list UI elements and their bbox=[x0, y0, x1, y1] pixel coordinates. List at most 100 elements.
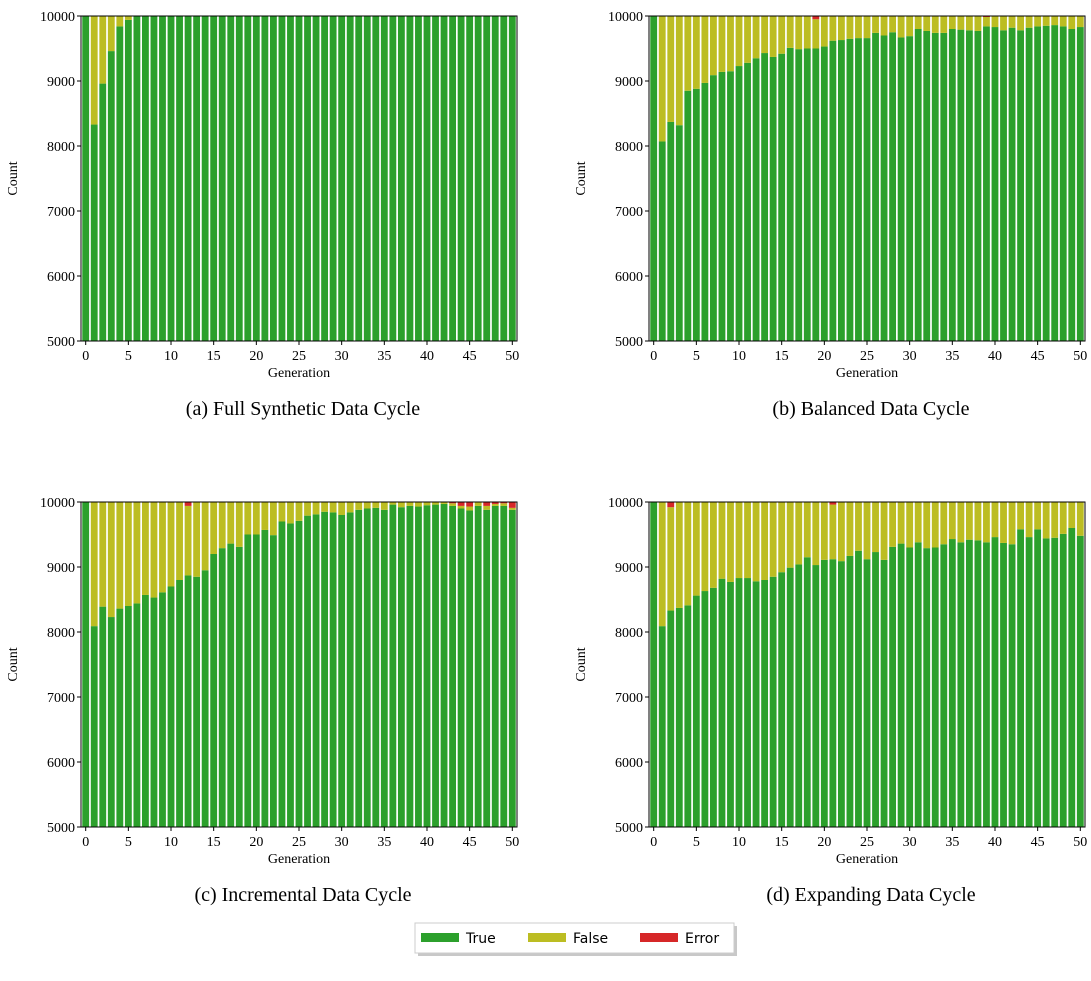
bar-false bbox=[1059, 502, 1067, 534]
bar-false bbox=[500, 503, 508, 506]
bar-false bbox=[107, 502, 115, 618]
x-tick-label: 20 bbox=[817, 349, 831, 364]
bar-error bbox=[829, 502, 837, 505]
x-tick-label: 20 bbox=[249, 349, 263, 364]
bar-false bbox=[380, 502, 388, 510]
bar-true bbox=[133, 16, 141, 341]
bar-false bbox=[372, 502, 380, 508]
bar-false bbox=[116, 16, 124, 27]
bar-false bbox=[167, 502, 175, 587]
bar-false bbox=[957, 16, 965, 30]
bar-true bbox=[227, 16, 235, 341]
bar-true bbox=[483, 16, 491, 341]
bar-true bbox=[355, 509, 363, 827]
bar-true bbox=[965, 539, 973, 827]
bar-true bbox=[355, 16, 363, 341]
bar-true bbox=[948, 539, 956, 827]
bar-false bbox=[752, 502, 760, 582]
bar-true bbox=[752, 58, 760, 341]
x-tick-label: 5 bbox=[693, 835, 700, 850]
bar-error bbox=[449, 502, 456, 504]
bar-false bbox=[252, 502, 260, 535]
bar-false bbox=[744, 16, 751, 63]
bar-false bbox=[1025, 502, 1033, 538]
bar-false bbox=[116, 502, 124, 609]
x-tick-label: 30 bbox=[903, 835, 917, 850]
bar-true bbox=[363, 16, 371, 341]
x-tick-label: 10 bbox=[164, 835, 178, 850]
bar-false bbox=[474, 502, 482, 506]
bar-true bbox=[269, 535, 277, 827]
x-axis-label: Generation bbox=[268, 366, 330, 381]
bar-true bbox=[940, 32, 948, 342]
bar-false bbox=[1051, 16, 1059, 26]
bar-true bbox=[218, 548, 226, 827]
bar-true bbox=[321, 16, 329, 341]
bar-true bbox=[406, 16, 414, 341]
x-tick-label: 15 bbox=[775, 349, 789, 364]
bar-true bbox=[940, 544, 948, 827]
bar-true bbox=[321, 511, 329, 827]
bar-false bbox=[778, 502, 786, 573]
bar-false bbox=[667, 16, 675, 122]
bar-true bbox=[124, 19, 132, 342]
bar-false bbox=[457, 505, 465, 509]
bar-true bbox=[397, 507, 405, 827]
bar-false bbox=[184, 505, 192, 576]
bar-false bbox=[769, 16, 777, 57]
bar-true bbox=[295, 16, 303, 341]
bar-true bbox=[837, 40, 845, 342]
bar-false bbox=[889, 16, 897, 33]
bar-false bbox=[855, 16, 862, 39]
bar-true bbox=[150, 597, 158, 827]
bar-true bbox=[1008, 544, 1016, 827]
bar-true bbox=[769, 576, 777, 827]
bar-true bbox=[167, 586, 175, 827]
bar-error bbox=[483, 502, 491, 506]
bar-true bbox=[159, 592, 166, 827]
bar-true bbox=[923, 30, 931, 341]
bar-false bbox=[99, 16, 107, 84]
y-tick-label: 5000 bbox=[615, 335, 643, 350]
bar-false bbox=[812, 502, 820, 566]
bar-true bbox=[90, 626, 98, 827]
bar-true bbox=[329, 512, 337, 827]
bar-true bbox=[889, 546, 897, 827]
bar-false bbox=[1034, 16, 1042, 27]
bar-false bbox=[957, 502, 965, 543]
bar-true bbox=[803, 48, 811, 341]
bar-true bbox=[312, 16, 320, 341]
x-tick-label: 20 bbox=[817, 835, 831, 850]
bar-false bbox=[124, 502, 132, 606]
legend-label-error: Error bbox=[685, 931, 719, 947]
y-axis-label: Count bbox=[574, 647, 589, 681]
bar-false bbox=[744, 502, 751, 579]
x-tick-label: 40 bbox=[988, 835, 1002, 850]
bar-false bbox=[269, 502, 277, 536]
bar-true bbox=[380, 16, 388, 341]
bar-true bbox=[1051, 537, 1059, 827]
bar-true bbox=[795, 49, 803, 342]
bar-false bbox=[863, 502, 871, 560]
bar-false bbox=[923, 16, 931, 31]
bar-true bbox=[82, 16, 90, 341]
bar-false bbox=[1059, 16, 1067, 27]
bar-false bbox=[107, 16, 115, 52]
bar-true bbox=[278, 16, 286, 341]
bar-true bbox=[1051, 25, 1059, 341]
bar-true bbox=[508, 16, 516, 341]
bar-false bbox=[684, 16, 692, 91]
bar-true bbox=[658, 141, 666, 341]
bar-true bbox=[457, 16, 465, 341]
y-axis-label: Count bbox=[574, 161, 589, 195]
bar-false bbox=[312, 502, 320, 515]
bar-false bbox=[803, 16, 811, 49]
y-axis-label: Count bbox=[6, 161, 21, 195]
bar-false bbox=[761, 502, 769, 580]
y-tick-label: 9000 bbox=[47, 561, 75, 576]
bar-true bbox=[338, 515, 346, 827]
bar-false bbox=[965, 16, 973, 31]
bar-true bbox=[1017, 30, 1024, 342]
bar-true bbox=[99, 606, 107, 827]
y-tick-label: 9000 bbox=[47, 75, 75, 90]
